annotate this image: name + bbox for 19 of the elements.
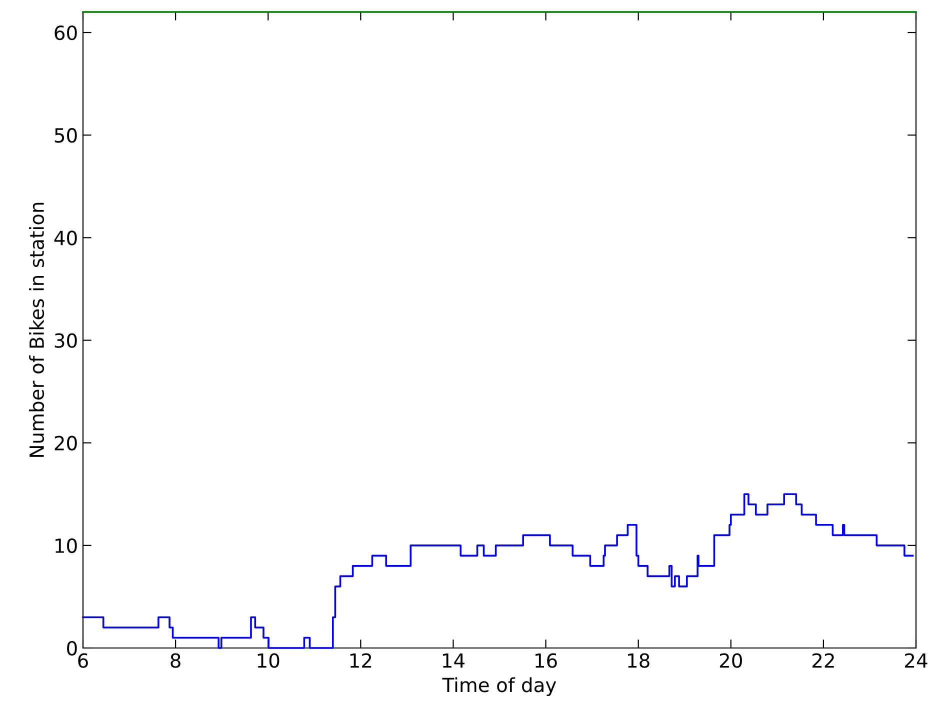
x-tick-label: 6 bbox=[78, 653, 88, 668]
x-tick-label: 16 bbox=[536, 653, 557, 668]
x-tick-label: 22 bbox=[812, 653, 834, 668]
x-tick-label: 8 bbox=[170, 653, 180, 668]
x-tick-label: 18 bbox=[628, 653, 650, 668]
y-tick-label: 30 bbox=[54, 333, 77, 348]
x-tick-label: 24 bbox=[905, 653, 928, 668]
y-tick-label: 10 bbox=[56, 538, 77, 554]
x-tick-label: 14 bbox=[442, 653, 465, 668]
y-tick-label: 40 bbox=[54, 230, 77, 246]
y-axis-title: Number of Bikes in station bbox=[29, 202, 44, 457]
y-tick-label: 20 bbox=[54, 436, 77, 451]
x-tick-label: 10 bbox=[258, 653, 280, 668]
y-tick-label: 60 bbox=[54, 25, 77, 40]
y-tick-label: 0 bbox=[67, 640, 77, 656]
x-axis-title: Time of day bbox=[442, 677, 556, 696]
y-tick-label: 50 bbox=[54, 128, 77, 143]
x-tick-label: 20 bbox=[720, 653, 742, 668]
x-tick-label: 12 bbox=[350, 653, 372, 668]
